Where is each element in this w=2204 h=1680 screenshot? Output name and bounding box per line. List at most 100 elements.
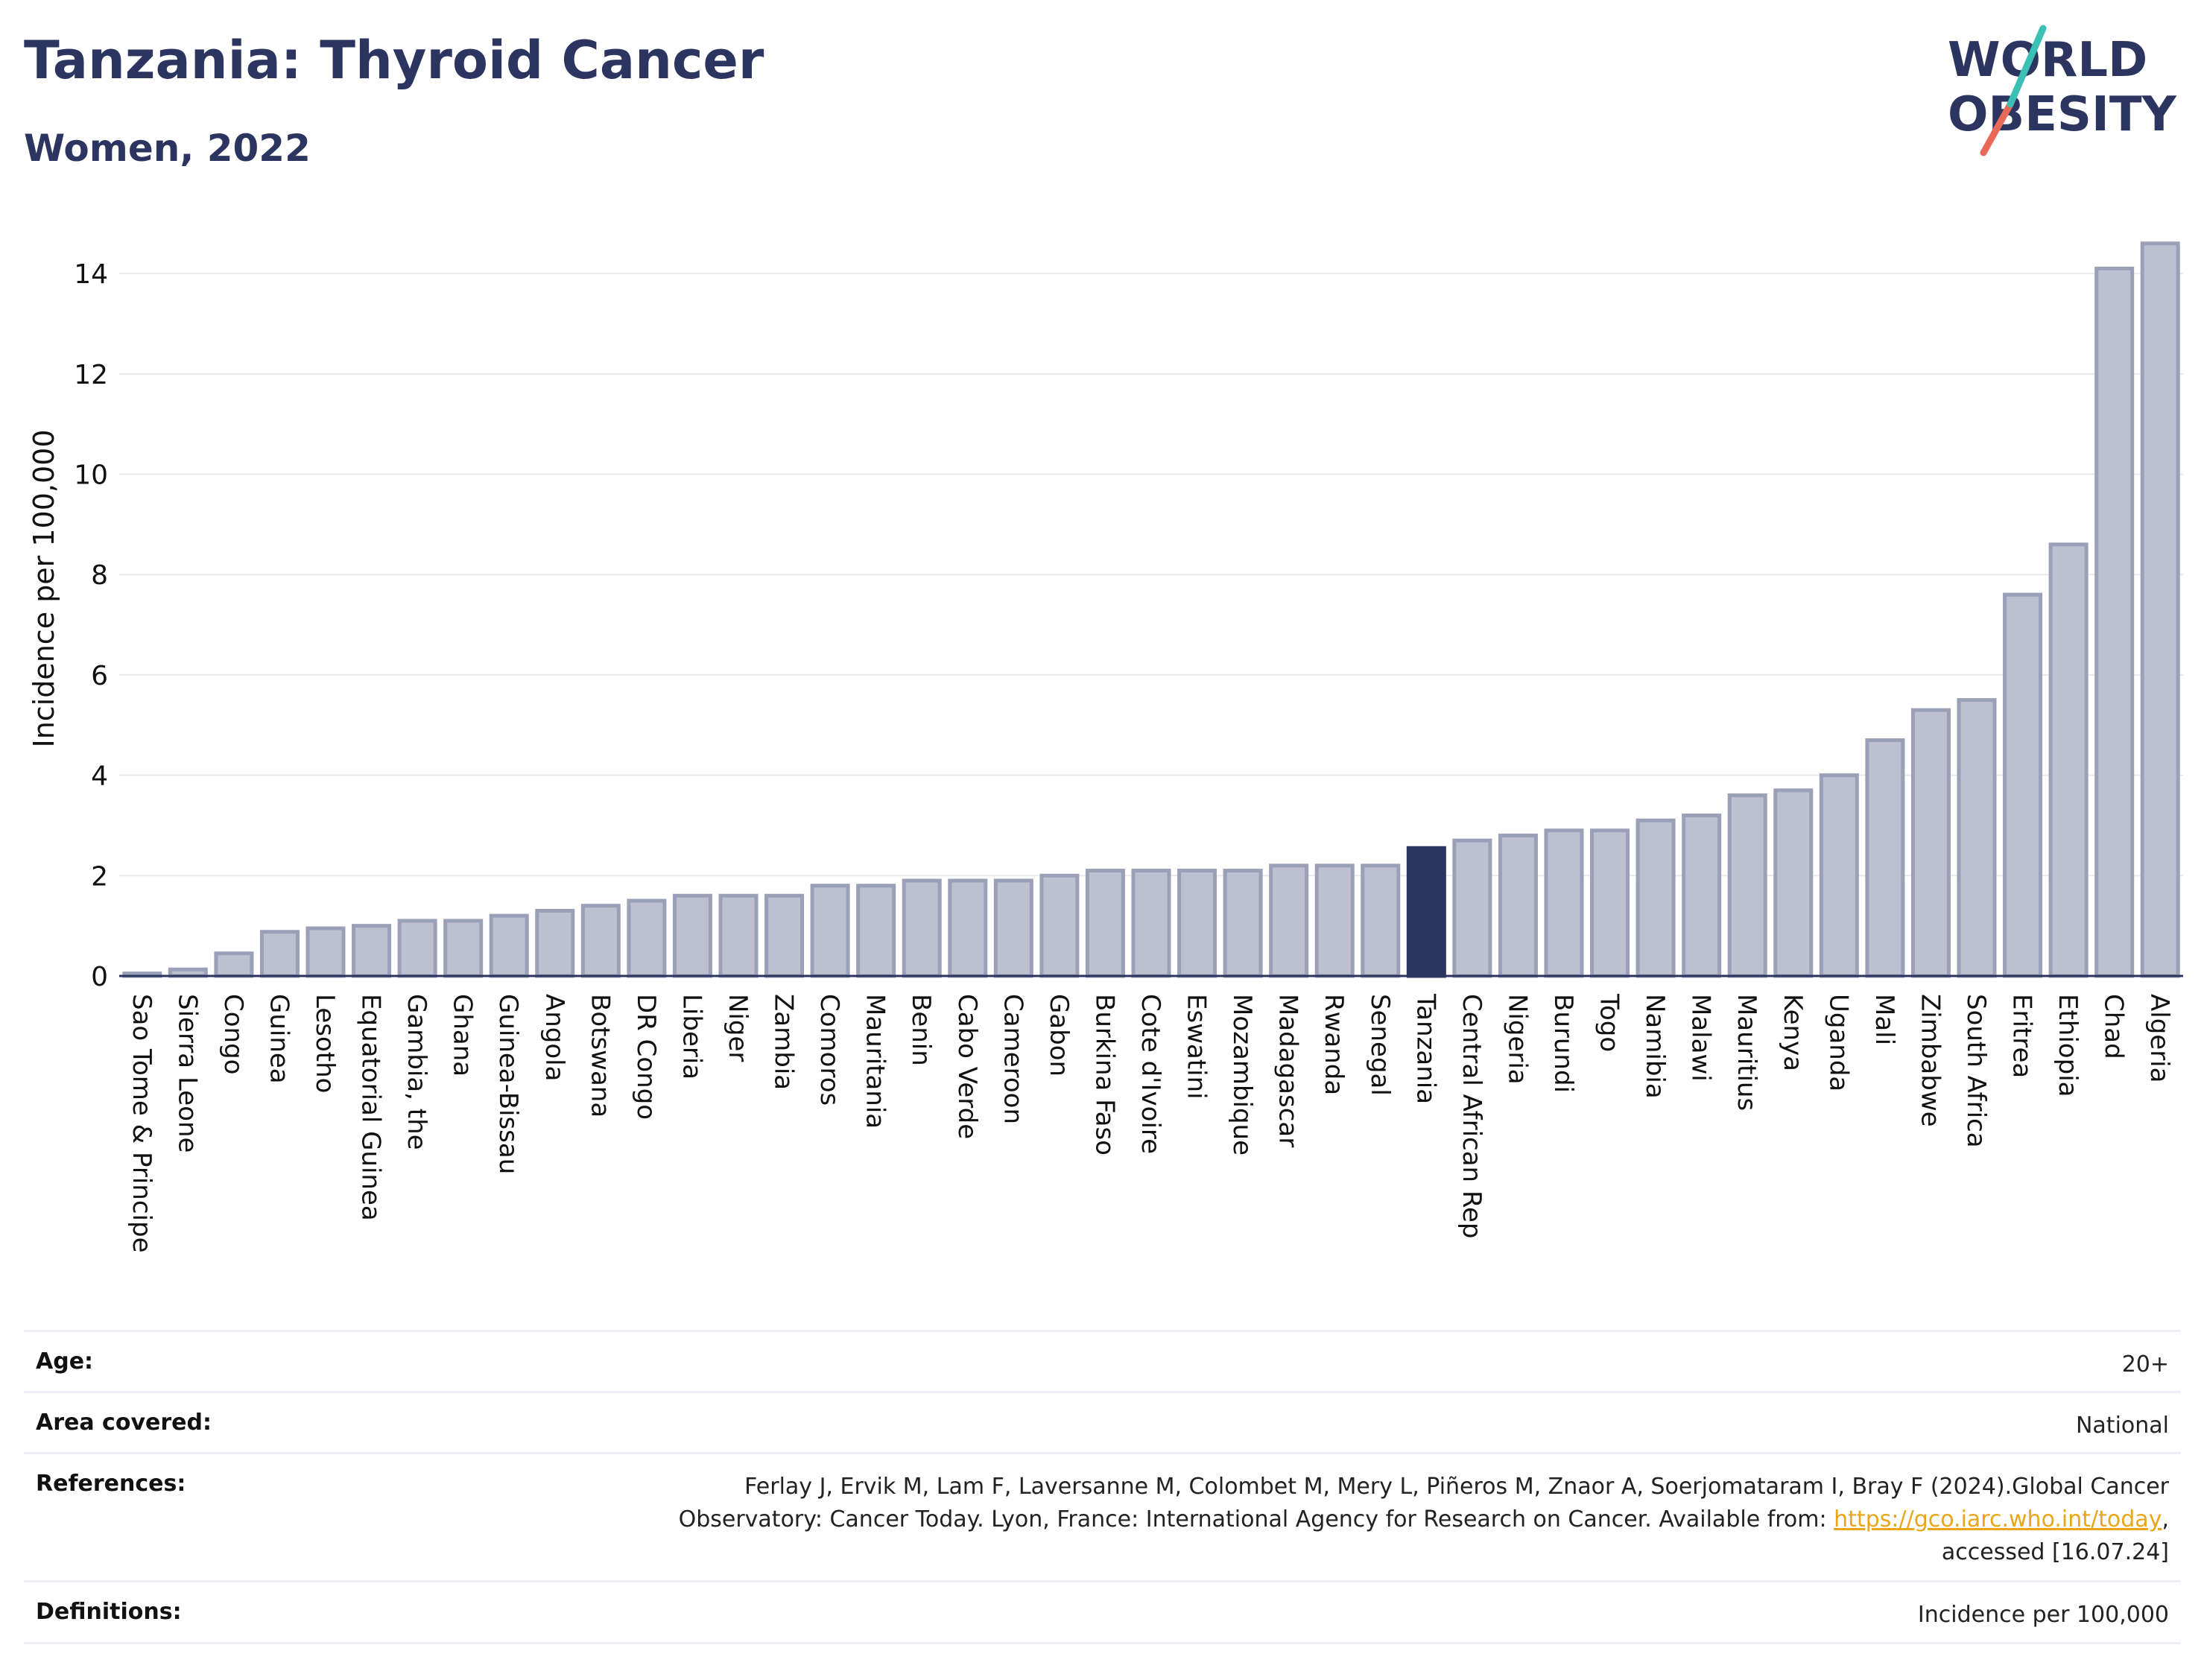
bar	[902, 878, 942, 978]
bar	[627, 898, 667, 978]
x-axis-labels: Sao Tome & Principe Sierra Leone Congo Guin…	[127, 993, 2174, 1253]
x-tick-label: Benin	[906, 994, 936, 1066]
meta-row-definitions: Definitions: Incidence per 100,000	[24, 1580, 2181, 1644]
age-label: Age:	[36, 1348, 94, 1375]
x-tick-label: Algeria	[2144, 994, 2174, 1083]
x-tick-label: Nigeria	[1502, 994, 1532, 1085]
y-tick-label: 6	[91, 661, 108, 691]
y-axis-label: Incidence per 100,000	[28, 429, 60, 747]
x-tick-label: Malawi	[1686, 994, 1716, 1082]
bar	[397, 919, 437, 978]
x-tick-label: Lesotho	[310, 994, 340, 1093]
bar	[2003, 592, 2043, 978]
bar	[1819, 773, 1859, 978]
area-value: National	[2075, 1413, 2169, 1439]
bar	[1177, 869, 1217, 978]
bar	[1727, 793, 1767, 978]
x-tick-label: Tanzania	[1410, 993, 1440, 1104]
y-tick-label: 4	[91, 761, 108, 792]
x-tick-label: Eritrea	[2007, 994, 2037, 1078]
bar	[1361, 863, 1401, 978]
page-title: Tanzania: Thyroid Cancer	[24, 30, 764, 91]
meta-row-age: Age: 20+	[24, 1330, 2181, 1392]
x-tick-label: Cote d'Ivoire	[1136, 994, 1165, 1154]
x-tick-label: Angola	[539, 994, 569, 1081]
bar	[352, 924, 392, 978]
x-tick-label: Mauritius	[1732, 994, 1761, 1111]
meta-row-area: Area covered: National	[24, 1391, 2181, 1453]
references-line2: Observatory: Cancer Today. Lyon, France:…	[678, 1506, 2169, 1532]
x-tick-label: Namibia	[1640, 994, 1670, 1099]
y-tick-label: 12	[74, 360, 108, 390]
bar	[1682, 813, 1722, 978]
y-tick-label: 2	[91, 861, 108, 892]
bar	[856, 884, 896, 978]
x-tick-label: Sierra Leone	[172, 994, 202, 1153]
logo-text-world: WORLD	[1948, 33, 2147, 88]
bar	[1865, 738, 1905, 978]
bar	[948, 878, 988, 978]
definitions-label: Definitions:	[36, 1599, 182, 1625]
x-tick-label: Botswana	[585, 994, 615, 1118]
page-subtitle: Women, 2022	[24, 127, 311, 170]
x-tick-label: Mauritania	[861, 994, 890, 1129]
area-label: Area covered:	[36, 1410, 212, 1436]
x-tick-label: Zimbabwe	[1915, 994, 1945, 1127]
x-tick-label: Chad	[2099, 994, 2129, 1059]
x-tick-label: Burundi	[1548, 994, 1578, 1093]
bar	[1314, 863, 1355, 978]
bar	[1498, 833, 1538, 978]
x-tick-label: Niger	[723, 994, 753, 1062]
bar	[1544, 828, 1584, 978]
bar	[535, 908, 575, 978]
x-tick-label: Congo	[218, 994, 248, 1074]
chart-bars	[122, 241, 2180, 978]
bar	[443, 919, 484, 978]
age-value: 20+	[2121, 1351, 2169, 1378]
references-line1: Ferlay J, Ervik M, Lam F, Laversanne M, …	[744, 1474, 2169, 1500]
bar	[1223, 869, 1263, 978]
bar	[1590, 828, 1630, 978]
x-tick-label: Comoros	[814, 994, 844, 1106]
meta-row-references: References: Ferlay J, Ervik M, Lam F, La…	[24, 1452, 2181, 1581]
bar	[580, 904, 621, 978]
bar	[2140, 241, 2180, 978]
references-link[interactable]: https://gco.iarc.who.int/today	[1834, 1506, 2162, 1532]
world-obesity-logo: WORLD OBESITY	[1948, 25, 2176, 156]
x-tick-label: Uganda	[1823, 994, 1853, 1091]
bar	[1910, 708, 1951, 978]
x-tick-label: Liberia	[677, 994, 706, 1080]
bar	[718, 893, 759, 978]
bar	[1957, 698, 1997, 978]
bar	[214, 951, 254, 978]
y-tick-label: 8	[91, 560, 108, 591]
bar-chart: 0 2 4 6 8 10 12 14 Sao Tome & Principe Sierra Le…	[28, 241, 2183, 1253]
x-tick-label: Sao Tome & Principe	[127, 994, 156, 1253]
x-tick-label: Gabon	[1044, 994, 1074, 1077]
bar	[1635, 818, 1676, 978]
x-tick-label: Cabo Verde	[952, 994, 982, 1139]
definitions-value: Incidence per 100,000	[1917, 1602, 2169, 1628]
x-tick-label: Togo	[1595, 993, 1624, 1052]
bar	[259, 930, 300, 978]
references-label: References:	[36, 1471, 186, 1497]
x-tick-label: South Africa	[1961, 994, 1991, 1148]
bar	[1452, 838, 1492, 978]
bar	[305, 926, 346, 978]
bar	[672, 893, 712, 978]
x-tick-label: Ethiopia	[2053, 994, 2083, 1097]
x-tick-label: Kenya	[1778, 994, 1808, 1071]
bar	[489, 913, 529, 978]
bar	[1773, 788, 1814, 978]
references-value: Ferlay J, Ervik M, Lam F, Laversanne M, …	[679, 1471, 2169, 1569]
x-tick-label: Gambia, the	[402, 994, 431, 1150]
bar	[810, 884, 850, 978]
x-tick-label: Madagascar	[1273, 994, 1303, 1147]
x-tick-label: Eswatini	[1182, 994, 1212, 1100]
bar	[764, 893, 805, 978]
x-tick-label: DR Congo	[631, 994, 661, 1120]
x-tick-label: Equatorial Guinea	[356, 994, 386, 1221]
x-tick-label: Burkina Faso	[1089, 994, 1119, 1156]
bar-highlighted	[1406, 846, 1446, 978]
x-tick-label: Rwanda	[1319, 994, 1349, 1095]
